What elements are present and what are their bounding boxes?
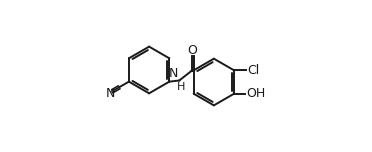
Text: N: N — [169, 67, 179, 80]
Text: O: O — [187, 44, 197, 57]
Text: Cl: Cl — [247, 64, 259, 77]
Text: N: N — [105, 87, 115, 100]
Text: OH: OH — [246, 87, 266, 100]
Text: H: H — [176, 82, 185, 92]
